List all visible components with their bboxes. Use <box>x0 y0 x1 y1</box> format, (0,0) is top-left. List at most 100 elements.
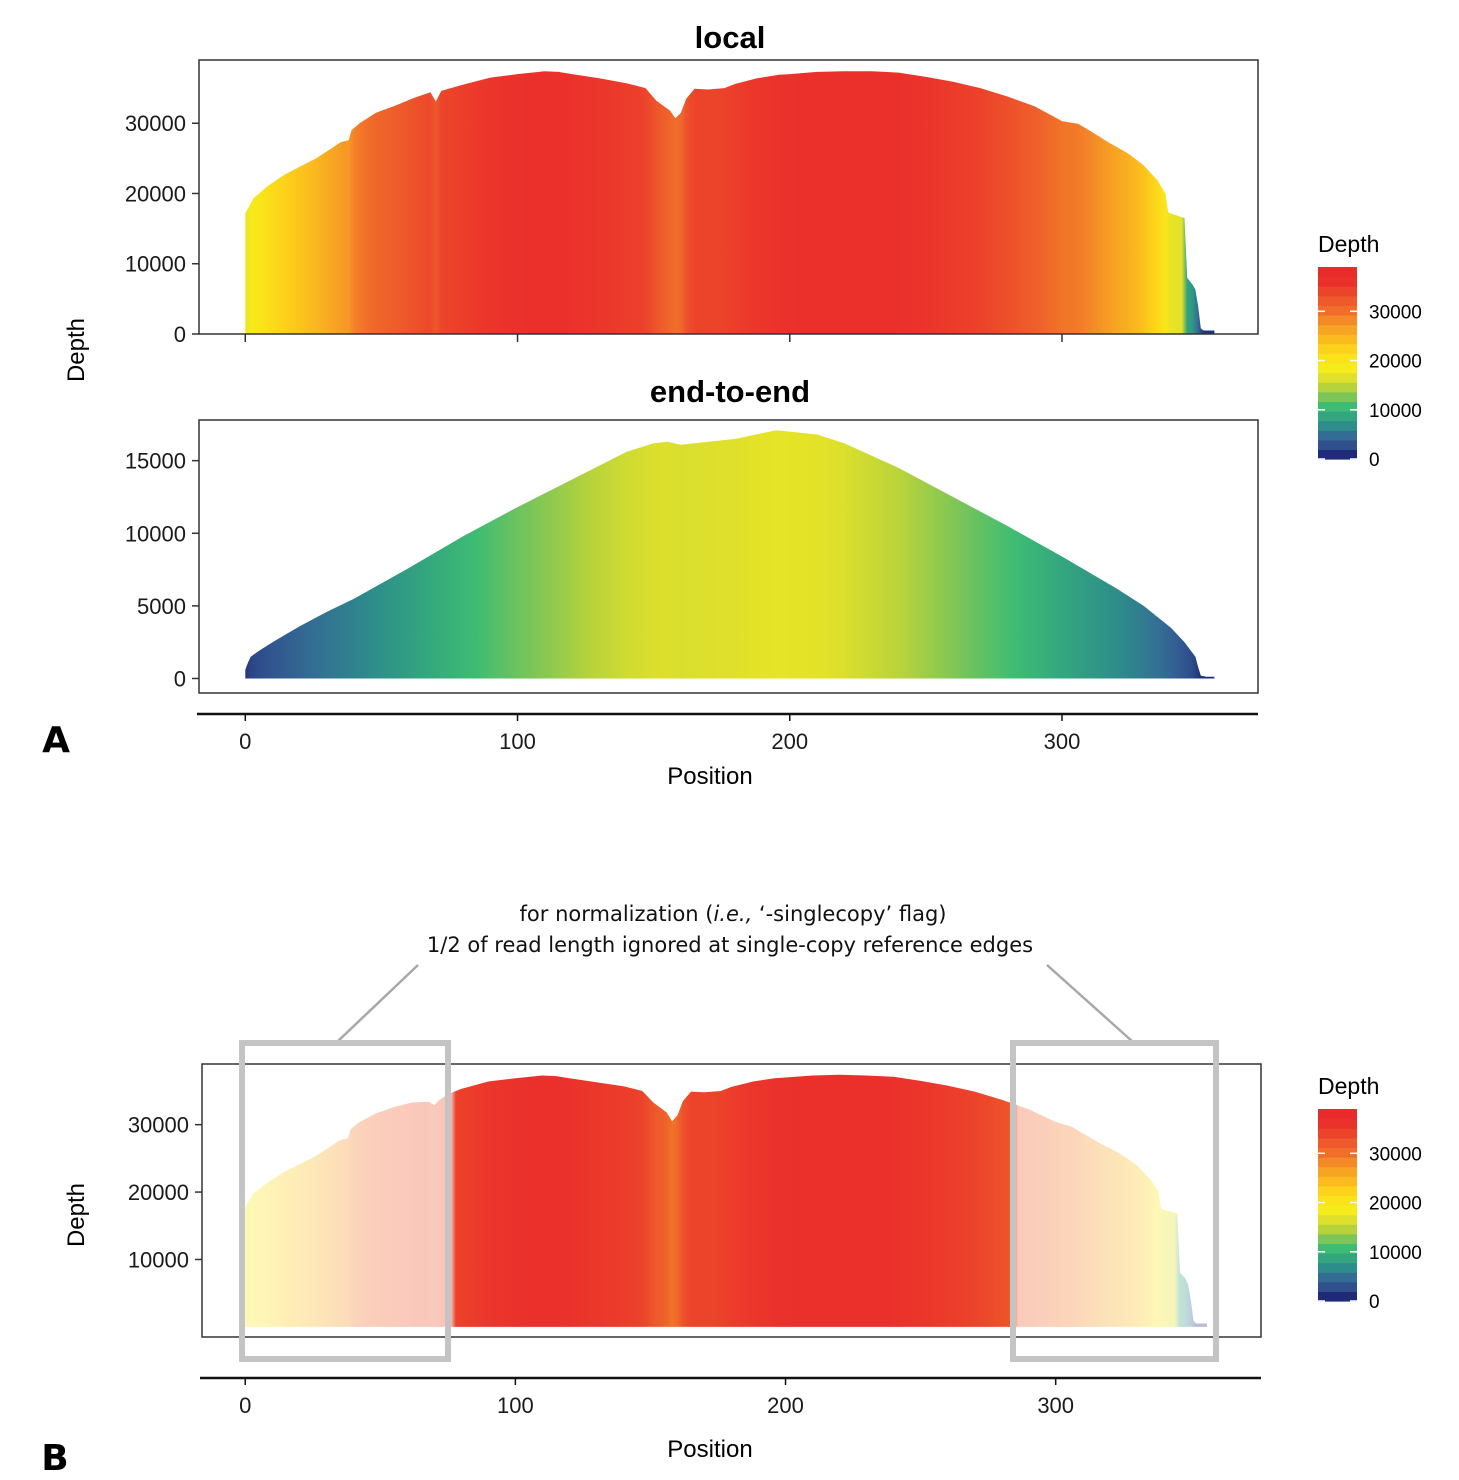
legend-swatch <box>1318 1281 1357 1292</box>
annotation-line-1: for normalization (i.e., ‘-singlecopy’ f… <box>520 902 947 926</box>
legend-swatch <box>1318 1166 1357 1177</box>
x-tick-label-e2e: 300 <box>1044 729 1081 754</box>
legend-title-a: Depth <box>1318 231 1379 257</box>
legend-swatch <box>1318 324 1357 335</box>
legend-label: 10000 <box>1369 401 1422 422</box>
plot-area-end-to-end: 0 5000 10000 15000 0 100 200 300 <box>125 430 1258 754</box>
legend-a: Depth 30000 20000 10000 0 <box>1318 231 1422 471</box>
x-tick-label-e2e: 100 <box>499 729 536 754</box>
legend-swatch <box>1318 439 1357 450</box>
annotation-prefix: for normalization ( <box>520 902 714 926</box>
legend-label: 30000 <box>1369 302 1422 323</box>
annotation-line-2: 1/2 of read length ignored at single-cop… <box>427 933 1033 957</box>
y-tick-label-local: 0 <box>174 322 186 347</box>
legend-label: 20000 <box>1369 1194 1422 1215</box>
legend-label: 0 <box>1369 450 1380 471</box>
panel-label-b: B <box>41 1438 68 1479</box>
legend-swatch <box>1318 1291 1357 1302</box>
x-tick-label-e2e: 0 <box>239 729 251 754</box>
legend-swatch <box>1318 430 1357 441</box>
y-tick-label-b: 20000 <box>128 1180 189 1205</box>
chart-title-local: local <box>695 20 766 55</box>
legend-label: 10000 <box>1369 1243 1422 1264</box>
legend-swatch <box>1318 1176 1357 1187</box>
depth-area-b <box>245 1074 1207 1327</box>
legend-swatch <box>1318 1147 1357 1158</box>
panel-label-a: A <box>42 720 70 761</box>
annotation-italic: i.e., <box>713 902 752 926</box>
x-axis-title-a: Position <box>667 763 752 790</box>
y-tick-label-local: 20000 <box>125 181 186 206</box>
legend-swatch <box>1318 401 1357 412</box>
legend-swatch <box>1318 1233 1357 1244</box>
legend-swatch <box>1318 1243 1357 1254</box>
y-tick-label-b: 10000 <box>128 1247 189 1272</box>
legend-swatch <box>1318 334 1357 345</box>
legend-swatch <box>1318 449 1357 460</box>
legend-swatch <box>1318 267 1357 278</box>
legend-swatch <box>1318 305 1357 316</box>
annotation-leader-right <box>1046 964 1134 1043</box>
x-tick-label-b: 200 <box>767 1393 804 1418</box>
legend-swatch <box>1318 391 1357 402</box>
legend-swatch <box>1318 382 1357 393</box>
annotation-suffix: ‘-singlecopy’ flag) <box>752 902 946 926</box>
x-tick-label-b: 100 <box>497 1393 534 1418</box>
legend-swatch <box>1318 276 1357 287</box>
legend-swatch <box>1318 420 1357 431</box>
y-tick-label-b: 30000 <box>128 1113 189 1138</box>
plot-border-b <box>201 1063 1262 1338</box>
y-axis-title-a: Depth <box>63 318 90 382</box>
y-axis-title-b: Depth <box>63 1183 90 1247</box>
x-tick-label-b: 0 <box>239 1393 251 1418</box>
legend-b: Depth 30000 20000 10000 0 <box>1318 1073 1422 1313</box>
legend-swatch <box>1318 1224 1357 1235</box>
legend-swatch <box>1318 1128 1357 1139</box>
depth-area-local <box>245 71 1215 334</box>
ignored-region-box-left <box>239 1040 451 1362</box>
plot-border-end-to-end <box>198 419 1259 694</box>
legend-swatch <box>1318 1214 1357 1225</box>
legend-swatch <box>1318 1195 1357 1206</box>
y-tick-label-local: 30000 <box>125 111 186 136</box>
legend-swatch <box>1318 315 1357 326</box>
legend-swatch <box>1318 1205 1357 1216</box>
y-tick-label-e2e: 10000 <box>125 521 186 546</box>
y-tick-label-local: 10000 <box>125 252 186 277</box>
y-tick-label-e2e: 15000 <box>125 449 186 474</box>
panel-a-local: local 0 10000 20000 30000 <box>125 20 1259 347</box>
plot-border-local <box>198 59 1259 335</box>
legend-label: 0 <box>1369 1292 1380 1313</box>
legend-swatch <box>1318 295 1357 306</box>
legend-swatch <box>1318 372 1357 383</box>
annotation-leader-left <box>336 964 419 1043</box>
legend-swatch <box>1318 363 1357 374</box>
legend-swatch <box>1318 1118 1357 1129</box>
legend-swatch <box>1318 343 1357 354</box>
legend-swatch <box>1318 1253 1357 1264</box>
panel-b: for normalization (i.e., ‘-singlecopy’ f… <box>128 902 1262 1418</box>
legend-swatch <box>1318 286 1357 297</box>
depth-area-e2e <box>245 430 1215 679</box>
y-tick-label-e2e: 5000 <box>137 594 186 619</box>
chart-title-end-to-end: end-to-end <box>650 374 810 409</box>
legend-title-b: Depth <box>1318 1073 1379 1099</box>
legend-swatch <box>1318 1157 1357 1168</box>
legend-swatch <box>1318 1272 1357 1283</box>
ignored-region-box-right <box>1010 1040 1219 1362</box>
legend-swatch <box>1318 1185 1357 1196</box>
legend-swatch <box>1318 1262 1357 1273</box>
legend-swatch <box>1318 1109 1357 1120</box>
legend-label: 20000 <box>1369 352 1422 373</box>
plot-area-b: 10000 20000 30000 0 100 200 300 <box>128 1074 1261 1418</box>
x-tick-label-e2e: 200 <box>771 729 808 754</box>
legend-swatch <box>1318 353 1357 364</box>
legend-swatch <box>1318 411 1357 422</box>
legend-swatch <box>1318 1137 1357 1148</box>
legend-label: 30000 <box>1369 1144 1422 1165</box>
x-axis-title-b: Position <box>667 1436 752 1463</box>
panel-a-end-to-end: end-to-end 0 5000 10000 15000 0 100 200 300 <box>125 374 1259 754</box>
plot-area-local: 0 10000 20000 30000 <box>125 71 1215 347</box>
y-tick-label-e2e: 0 <box>174 666 186 691</box>
